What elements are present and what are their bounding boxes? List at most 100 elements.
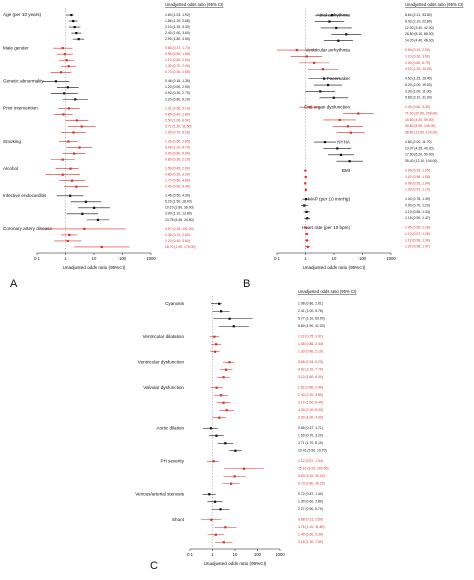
group-label: Valvular dysfunction [143, 385, 184, 390]
value-label: 4.84 (2.00, 11.70) [405, 140, 432, 144]
x-tick-label: 1 [211, 552, 214, 557]
odds-ratio-point [335, 26, 338, 30]
group-label: Venous/arterial stenosis [135, 491, 184, 496]
odds-ratio-point [304, 175, 307, 179]
odds-ratio-point [72, 19, 75, 23]
odds-ratio-point [214, 533, 217, 536]
odds-ratio-point [348, 160, 351, 163]
value-label: 0.80 (0.30, 2.10) [165, 158, 190, 162]
value-label: 2.40 (0.90, 6.40) [165, 185, 190, 189]
value-label: 6.73 (2.80, 16.20) [298, 482, 325, 486]
odds-ratio-point [304, 188, 307, 191]
value-label: 0.90 (0.30, 2.70) [165, 91, 190, 95]
value-label: 2.00 (1.00, 4.00) [298, 416, 323, 420]
value-label: 8.80 (1.90, 41.00) [298, 324, 325, 328]
odds-ratio-point [72, 131, 75, 134]
value-label: 1.50 (0.70, 3.20) [298, 434, 323, 438]
x-tick-label: 1000 [275, 552, 285, 557]
value-label: 25.10 (3.20, 200.00) [298, 467, 329, 471]
odds-ratio-point [337, 39, 340, 42]
odds-ratio-point [218, 302, 221, 305]
odds-ratio-point [219, 508, 222, 511]
value-label: 1.50 (0.45, 2.90) [165, 167, 190, 171]
odds-ratio-point [219, 310, 223, 313]
value-label: 2.40 (1.60, 3.60) [165, 31, 190, 35]
column-header: Unadjusted odds ratio (95% CI) [298, 289, 357, 294]
value-label: 1.12 (0.57, 1.94) [298, 459, 323, 463]
x-tick-label: 10 [92, 256, 97, 261]
x-tick-label: 1000 [386, 256, 396, 261]
odds-ratio-point [215, 343, 218, 346]
value-label: 12.00 (3.40, 42.00) [405, 26, 434, 30]
group-label: Ventricular dysfunction [138, 359, 185, 364]
group-label: Genetic abnormality [3, 79, 45, 84]
value-label: 2.10 (1.30, 3.30) [165, 25, 190, 29]
odds-ratio-point [213, 350, 217, 353]
odds-ratio-point [72, 152, 76, 155]
value-label: 0.80 (0.20, 3.20) [165, 173, 190, 177]
odds-ratio-point [75, 119, 78, 122]
value-label: 1.86 (1.29, 2.68) [165, 19, 190, 23]
value-label: 1.31 (0.56, 3.13) [165, 106, 190, 110]
panel-label: C [150, 560, 158, 572]
value-label: 1.70 (0.60, 4.80) [165, 179, 190, 183]
odds-ratio-point [69, 167, 72, 170]
value-label: 1.46 (0.50, 4.30) [165, 194, 190, 198]
group-label: Infective endocarditis [3, 193, 47, 198]
value-label: 0.80 (0.37, 1.73) [165, 46, 190, 50]
odds-ratio-point [224, 442, 227, 445]
value-label: 0.85 (0.37, 1.71) [298, 426, 323, 430]
odds-ratio-point [61, 47, 64, 50]
odds-ratio-point [305, 210, 308, 213]
odds-ratio-point [338, 118, 341, 122]
value-label: 71.00 (20.50, 246.00) [405, 111, 437, 115]
group-label: Smoking [3, 139, 21, 144]
odds-ratio-point [75, 185, 78, 188]
value-label: 0.50 (0.10, 2.50) [405, 48, 430, 52]
panel-label: B [243, 278, 250, 290]
x-tick-label: 0.1 [274, 256, 280, 261]
odds-ratio-point [62, 113, 65, 116]
group-label: End organ dysfunction [304, 104, 350, 109]
value-label: 1.30 (0.70, 2.40) [165, 64, 190, 68]
value-label: 2.27 (0.90, 5.70) [298, 507, 323, 511]
value-label: 2.00 (0.60, 6.70) [405, 61, 430, 65]
group-label: Alcohol [3, 166, 18, 171]
x-tick-label: 100 [254, 552, 262, 557]
odds-ratio-point [328, 20, 331, 23]
odds-ratio-point [305, 239, 309, 242]
group-label: Prior intervention [3, 106, 38, 111]
group-label: Male gender [3, 45, 29, 50]
group-label: Ventricular arrhythmia [305, 47, 350, 52]
value-label: 3.09 (1.10, 8.70) [165, 145, 190, 149]
odds-ratio-point [83, 227, 86, 231]
group-label: Aortic dilation [156, 425, 184, 430]
x-tick-label: 0.1 [187, 552, 193, 557]
value-label: 18.70 (2.00, 175.00) [165, 245, 196, 249]
odds-ratio-point [331, 14, 334, 17]
value-label: 2.20 (0.80, 6.10) [165, 97, 190, 101]
value-label: 0.90 (0.70, 1.20) [405, 203, 430, 207]
odds-ratio-point [84, 200, 88, 203]
odds-ratio-point [54, 80, 57, 83]
value-label: 0.95 (0.50, 1.80) [165, 52, 190, 56]
odds-ratio-point [319, 90, 322, 93]
odds-ratio-point [93, 206, 96, 209]
x-tick-label: 100 [359, 256, 367, 261]
value-label: 1.45 (0.86, 2.44) [298, 342, 323, 346]
value-label: 14.20 (4.40, 46.00) [405, 39, 434, 43]
value-label: 2.41 (1.00, 5.76) [298, 309, 323, 313]
odds-ratio-point [346, 125, 349, 128]
value-label: 15.80 (4.20, 59.00) [405, 118, 434, 122]
value-label: 1.20 (0.98, 1.47) [405, 245, 430, 249]
value-label: 1.90 (0.70, 5.20) [165, 130, 190, 134]
odds-ratio-point [73, 25, 76, 29]
odds-ratio-point [100, 245, 103, 249]
value-label: 1.22 (0.75, 1.97) [298, 335, 323, 339]
value-label: 0.46 (0.16, 1.35) [165, 79, 190, 83]
value-label: 1.10 (0.30, 3.90) [405, 54, 430, 58]
odds-ratio-point [224, 526, 227, 529]
value-label: 1.12 (0.96, 1.30) [405, 238, 430, 242]
value-label: 3.30 (1.00, 11.00) [405, 89, 432, 93]
x-tick-label: 1000 [146, 256, 156, 261]
